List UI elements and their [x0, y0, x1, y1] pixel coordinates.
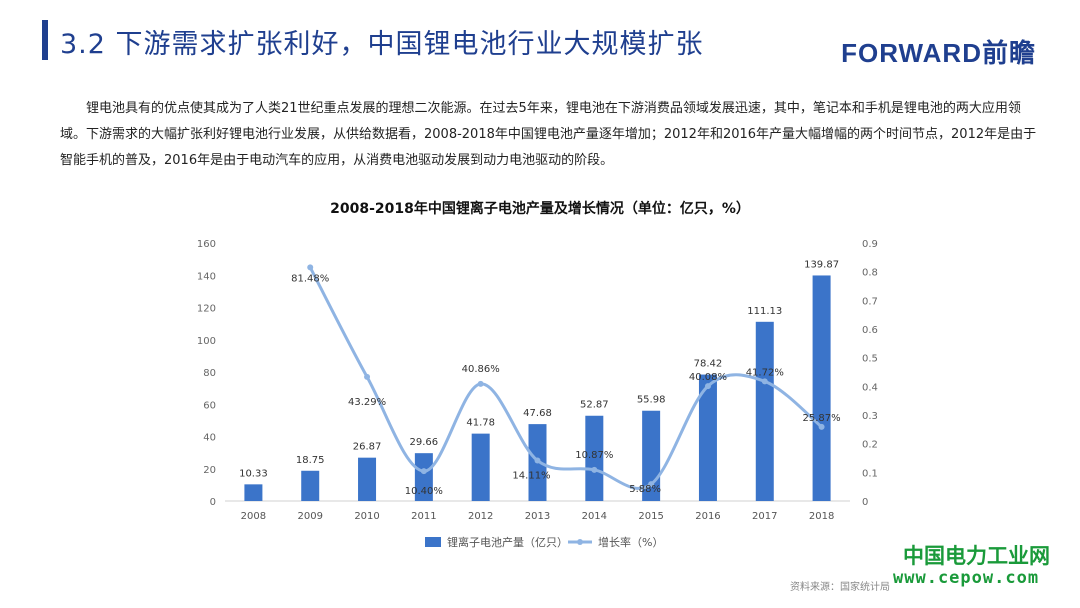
bar-data-label: 111.13 — [747, 306, 782, 317]
growth-point-2013 — [534, 457, 541, 464]
y-left-tick-label: 0 — [210, 497, 216, 508]
growth-point-2017 — [761, 378, 768, 385]
growth-point-2014 — [591, 466, 598, 473]
bar-2016 — [698, 374, 717, 501]
x-tick-label: 2014 — [582, 511, 607, 522]
y-left-tick-label: 160 — [197, 239, 216, 250]
intro-paragraph: 锂电池具有的优点使其成为了人类21世纪重点发展的理想二次能源。在过去5年来，锂电… — [60, 101, 1037, 168]
bar-data-label: 10.33 — [239, 468, 268, 479]
x-tick-label: 2018 — [809, 511, 834, 522]
y-left-tick-label: 100 — [197, 336, 216, 347]
y-left-tick-label: 20 — [203, 465, 216, 476]
source-note: 资料来源：国家统计局 — [790, 582, 890, 593]
line-data-label: 81.48% — [291, 273, 329, 284]
legend-bar-label: 锂离子电池产量（亿只） — [447, 535, 568, 549]
growth-point-2015 — [648, 481, 655, 488]
page-title: 3.2 下游需求扩张利好，中国锂电池行业大规模扩张 — [60, 29, 704, 60]
line-data-label: 25.87% — [803, 413, 841, 424]
bar-2008 — [244, 484, 263, 501]
x-tick-label: 2015 — [638, 511, 663, 522]
bar-data-label: 26.87 — [353, 442, 382, 453]
bar-data-label: 29.66 — [410, 437, 439, 448]
bar-data-label: 41.78 — [466, 418, 495, 429]
bar-data-label: 139.87 — [804, 259, 839, 270]
bar-2012 — [471, 433, 490, 501]
x-tick-label: 2011 — [411, 511, 436, 522]
chart-title: 2008-2018年中国锂离子电池产量及增长情况（单位：亿只，%） — [330, 200, 750, 217]
bar-data-label: 47.68 — [523, 408, 552, 419]
watermark-url: www.cepow.com — [893, 568, 1040, 588]
growth-point-2012 — [477, 380, 484, 387]
bar-2017 — [755, 321, 774, 501]
x-tick-label: 2010 — [354, 511, 379, 522]
y-right-tick-label: 0.4 — [862, 382, 878, 393]
growth-point-2011 — [420, 468, 427, 475]
growth-point-2016 — [704, 383, 711, 390]
y-right-tick-label: 0.6 — [862, 325, 878, 336]
x-tick-label: 2017 — [752, 511, 777, 522]
growth-point-2018 — [818, 423, 825, 430]
x-tick-label: 2013 — [525, 511, 550, 522]
y-right-tick-label: 0 — [862, 497, 868, 508]
line-data-label: 14.11% — [512, 471, 550, 482]
brand-logo: FORWARD前瞻 — [841, 38, 1036, 68]
bar-2011 — [414, 453, 433, 501]
y-right-tick-label: 0.9 — [862, 239, 878, 250]
y-right-tick-label: 0.8 — [862, 268, 878, 279]
y-left-tick-label: 40 — [203, 433, 216, 444]
line-data-label: 10.87% — [575, 450, 613, 461]
y-right-tick-label: 0.2 — [862, 440, 878, 451]
line-data-label: 40.86% — [462, 364, 500, 375]
watermark-logo: 中国电力工业网 — [903, 544, 1050, 568]
y-left-tick-label: 140 — [197, 271, 216, 282]
growth-point-2009 — [307, 264, 314, 271]
line-data-label: 41.72% — [746, 367, 784, 378]
line-data-label: 5.88% — [629, 484, 661, 495]
growth-point-2010 — [364, 373, 371, 380]
bar-2010 — [358, 457, 377, 501]
growth-rate-line — [308, 266, 823, 490]
bar-data-label: 78.42 — [694, 359, 723, 370]
y-right-tick-label: 0.3 — [862, 411, 878, 422]
legend-bar-swatch — [425, 537, 441, 547]
y-left-tick-label: 60 — [203, 400, 216, 411]
bar-2018 — [812, 275, 831, 501]
y-left-tick-label: 80 — [203, 368, 216, 379]
bar-data-label: 18.75 — [296, 455, 325, 466]
y-right-tick-label: 0.1 — [862, 468, 878, 479]
line-data-label: 43.29% — [348, 397, 386, 408]
title-accent-bar — [42, 20, 48, 60]
legend-line-marker — [577, 539, 583, 545]
bar-2014 — [585, 415, 604, 501]
x-tick-label: 2016 — [695, 511, 720, 522]
y-right-tick-label: 0.5 — [862, 354, 878, 365]
bar-data-label: 55.98 — [637, 395, 666, 406]
x-tick-label: 2009 — [298, 511, 323, 522]
x-tick-label: 2012 — [468, 511, 493, 522]
y-right-tick-label: 0.7 — [862, 296, 878, 307]
x-tick-label: 2008 — [241, 511, 266, 522]
bar-2009 — [301, 470, 320, 501]
line-data-label: 40.08% — [689, 372, 727, 383]
y-left-tick-label: 120 — [197, 304, 216, 315]
legend-line-label: 增长率（%） — [598, 535, 663, 549]
bar-data-label: 52.87 — [580, 400, 609, 411]
line-data-label: 10.40% — [405, 486, 443, 497]
